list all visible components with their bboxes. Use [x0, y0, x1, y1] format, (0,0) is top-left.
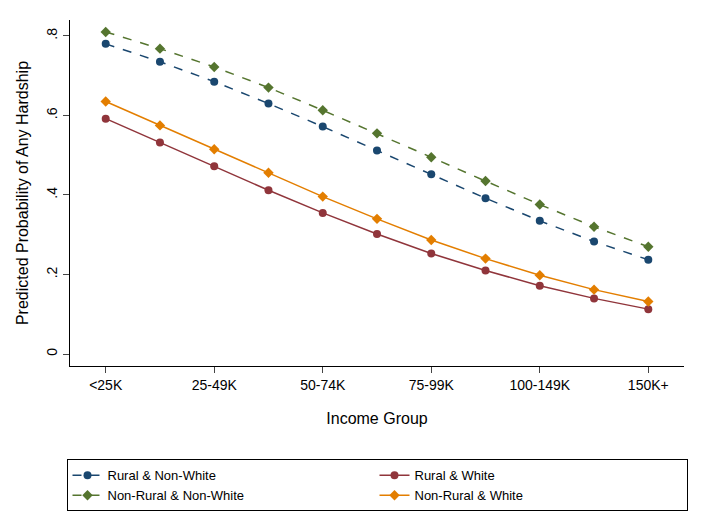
svg-text:Rural & Non-White: Rural & Non-White — [108, 468, 216, 483]
svg-text:.6: .6 — [44, 107, 60, 119]
svg-text:Non-Rural & Non-White: Non-Rural & Non-White — [108, 488, 245, 503]
svg-text:Rural & White: Rural & White — [415, 468, 495, 483]
svg-text:Predicted Probability of Any H: Predicted Probability of Any Hardship — [14, 61, 31, 325]
svg-text:0: 0 — [44, 348, 60, 356]
svg-text:.4: .4 — [44, 187, 60, 199]
svg-text:.2: .2 — [44, 266, 60, 278]
svg-text:100-149K: 100-149K — [509, 377, 570, 393]
svg-text:25-49K: 25-49K — [192, 377, 238, 393]
svg-text:75-99K: 75-99K — [409, 377, 455, 393]
svg-text:Income Group: Income Group — [326, 410, 427, 427]
svg-text:150K+: 150K+ — [628, 377, 669, 393]
svg-text:Non-Rural & White: Non-Rural & White — [415, 488, 523, 503]
svg-text:<25K: <25K — [89, 377, 123, 393]
svg-text:.8: .8 — [44, 28, 60, 40]
svg-text:50-74K: 50-74K — [300, 377, 346, 393]
